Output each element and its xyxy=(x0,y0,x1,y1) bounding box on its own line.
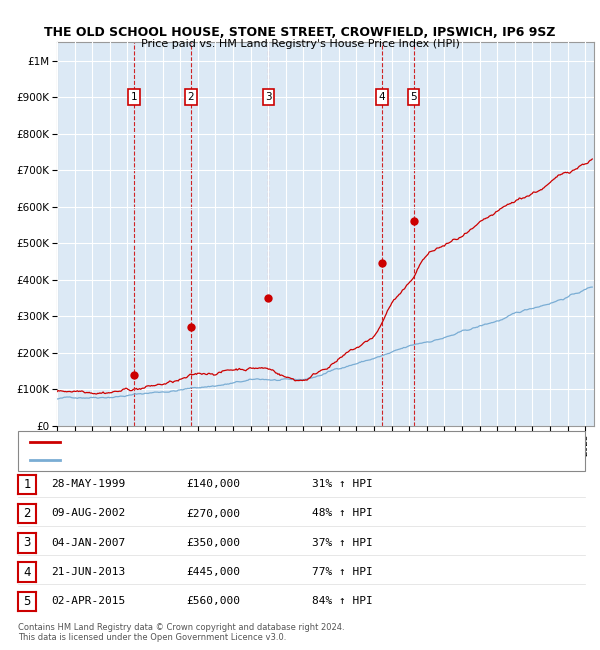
Text: 02-APR-2015: 02-APR-2015 xyxy=(51,596,125,606)
Text: 3: 3 xyxy=(265,92,272,102)
Text: THE OLD SCHOOL HOUSE, STONE STREET, CROWFIELD, IPSWICH, IP6 9SZ: THE OLD SCHOOL HOUSE, STONE STREET, CROW… xyxy=(44,26,556,39)
Text: THE OLD SCHOOL HOUSE, STONE STREET, CROWFIELD, IPSWICH, IP6 9SZ (detached hou: THE OLD SCHOOL HOUSE, STONE STREET, CROW… xyxy=(66,437,486,447)
Text: £350,000: £350,000 xyxy=(186,538,240,548)
Text: £270,000: £270,000 xyxy=(186,508,240,519)
Text: 77% ↑ HPI: 77% ↑ HPI xyxy=(312,567,373,577)
Text: 2: 2 xyxy=(23,507,31,520)
Text: 5: 5 xyxy=(410,92,417,102)
Text: 28-MAY-1999: 28-MAY-1999 xyxy=(51,479,125,489)
Text: HPI: Average price, detached house, Mid Suffolk: HPI: Average price, detached house, Mid … xyxy=(66,456,295,465)
Text: 04-JAN-2007: 04-JAN-2007 xyxy=(51,538,125,548)
Text: £560,000: £560,000 xyxy=(186,596,240,606)
Text: 09-AUG-2002: 09-AUG-2002 xyxy=(51,508,125,519)
Text: Contains HM Land Registry data © Crown copyright and database right 2024.: Contains HM Land Registry data © Crown c… xyxy=(18,623,344,632)
Text: 37% ↑ HPI: 37% ↑ HPI xyxy=(312,538,373,548)
Text: 31% ↑ HPI: 31% ↑ HPI xyxy=(312,479,373,489)
Text: £140,000: £140,000 xyxy=(186,479,240,489)
Text: 1: 1 xyxy=(23,478,31,491)
Text: 5: 5 xyxy=(23,595,31,608)
Text: 3: 3 xyxy=(23,536,31,549)
Text: 2: 2 xyxy=(187,92,194,102)
Text: 1: 1 xyxy=(131,92,137,102)
Text: Price paid vs. HM Land Registry's House Price Index (HPI): Price paid vs. HM Land Registry's House … xyxy=(140,39,460,49)
Text: 4: 4 xyxy=(23,566,31,578)
Text: 21-JUN-2013: 21-JUN-2013 xyxy=(51,567,125,577)
Text: This data is licensed under the Open Government Licence v3.0.: This data is licensed under the Open Gov… xyxy=(18,633,286,642)
Text: £445,000: £445,000 xyxy=(186,567,240,577)
Text: 48% ↑ HPI: 48% ↑ HPI xyxy=(312,508,373,519)
Text: 84% ↑ HPI: 84% ↑ HPI xyxy=(312,596,373,606)
Text: 4: 4 xyxy=(379,92,386,102)
